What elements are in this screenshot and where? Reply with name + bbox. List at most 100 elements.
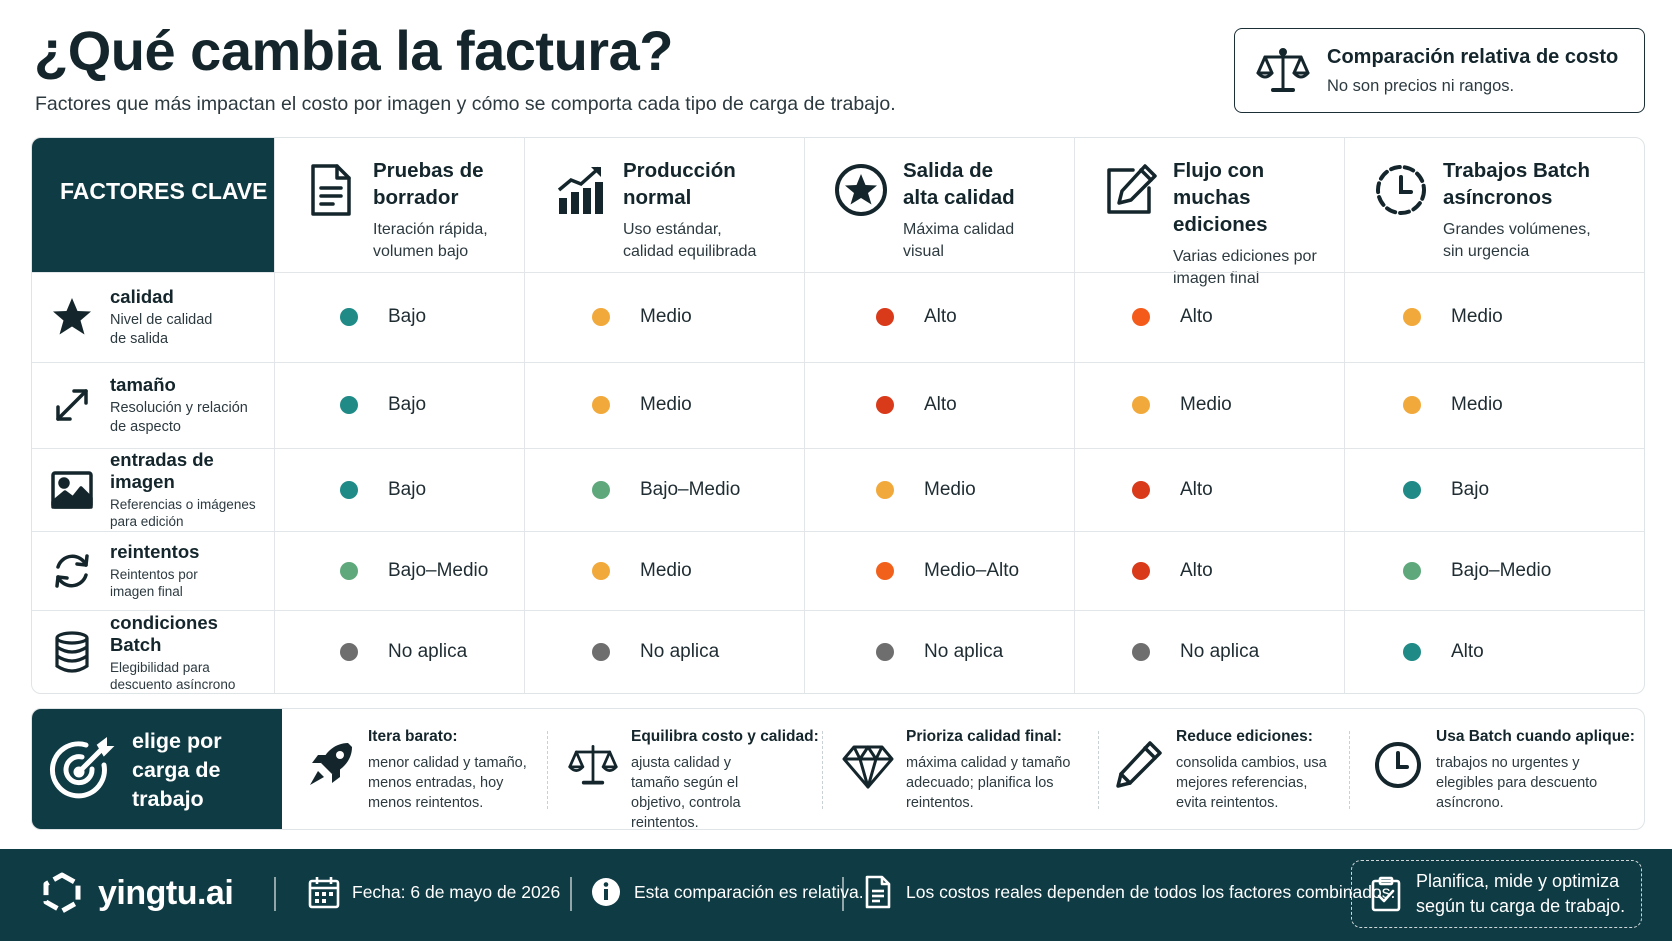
recommendations-label: elige por carga de trabajo <box>132 728 222 811</box>
tip-divider <box>1349 731 1350 809</box>
rating-cell: Medio <box>592 362 692 448</box>
tip-desc: ajusta calidad y tamaño según el objetiv… <box>631 755 741 830</box>
rating-cell: Medio <box>592 272 692 362</box>
column-header-draft: Pruebas de borrador Iteración rápida, vo… <box>274 138 524 272</box>
tip-divider <box>822 731 823 809</box>
level-dot <box>1132 308 1150 326</box>
row-label-entradas: entradas de imagen Referencias o imágene… <box>32 448 274 531</box>
clipboard-check-icon <box>1371 876 1401 912</box>
level-dot <box>1403 308 1421 326</box>
info-icon <box>592 878 620 906</box>
level-label: Bajo <box>388 394 427 415</box>
rating-cell: Bajo <box>340 362 426 448</box>
cta-box: Planifica, mide y optimiza según tu carg… <box>1351 860 1642 928</box>
level-dot <box>592 308 610 326</box>
column-desc: Iteración rápida, volumen bajo <box>373 221 488 260</box>
tip-divider <box>1098 731 1099 809</box>
row-desc: Reintentos por imagen final <box>110 567 198 599</box>
target-icon <box>50 737 115 799</box>
comparison-note: Comparación relativa de costo No son pre… <box>1234 28 1645 113</box>
page-subtitle: Factores que más impactan el costo por i… <box>35 93 896 115</box>
recommendations-band: elige por carga de trabajo Itera barato:… <box>31 708 1645 830</box>
rating-cell: No aplica <box>1132 610 1260 693</box>
tip-title: Usa Batch cuando aplique: <box>1436 728 1635 745</box>
footer-note: Los costos reales dependen de todos los … <box>862 875 1395 909</box>
rating-cell: Bajo–Medio <box>340 531 488 610</box>
level-label: No aplica <box>1180 641 1260 662</box>
level-dot <box>1132 396 1150 414</box>
brand-logo-icon <box>43 872 81 914</box>
level-dot <box>340 480 358 499</box>
level-label: Alto <box>1180 559 1213 581</box>
level-label: No aplica <box>388 641 468 662</box>
cta-line2: según tu carga de trabajo. <box>1416 896 1626 916</box>
level-dot <box>876 561 894 580</box>
tip-title: Prioriza calidad final: <box>906 728 1062 745</box>
rating-cell: Bajo <box>1403 448 1489 531</box>
row-label-tamano: tamaño Resolución y relación de aspecto <box>32 362 274 448</box>
rating-cell: Alto <box>876 362 957 448</box>
rating-cell: Medio <box>1403 272 1503 362</box>
scale-icon <box>568 745 618 785</box>
level-label: Alto <box>1451 641 1484 662</box>
tip-quality: Prioriza calidad final: máxima calidad y… <box>842 727 1082 813</box>
level-label: Bajo–Medio <box>388 559 489 581</box>
rocket-icon <box>310 743 352 785</box>
column-title: Producción normal <box>623 159 736 209</box>
level-dot <box>592 396 610 414</box>
rating-cell: Bajo <box>340 448 426 531</box>
recommendations-label-box: elige por carga de trabajo <box>32 709 282 829</box>
brand[interactable]: yingtu.ai <box>40 871 234 915</box>
footer-note-text: Los costos reales dependen de todos los … <box>906 881 1396 902</box>
footer-date: Fecha: 6 de mayo de 2026 <box>308 875 560 909</box>
level-dot <box>1132 643 1150 661</box>
rating-cell: No aplica <box>592 610 720 693</box>
row-label-reintentos: reintentos Reintentos por imagen final <box>32 531 274 610</box>
row-desc: Nivel de calidad de salida <box>110 311 213 347</box>
tip-batch: Usa Batch cuando aplique: trabajos no ur… <box>1372 727 1642 813</box>
tip-title: Reduce ediciones: <box>1176 728 1313 745</box>
level-label: Bajo <box>388 478 427 500</box>
level-label: Medio <box>924 478 976 500</box>
row-desc: Referencias o imágenes para edición <box>110 497 256 529</box>
comparison-subtitle: No son precios ni rangos. <box>1327 76 1515 95</box>
image-icon <box>51 470 93 509</box>
level-label: Medio <box>1451 306 1503 327</box>
rating-cell: No aplica <box>340 610 468 693</box>
column-desc: Máxima calidad visual <box>903 221 1015 260</box>
tip-desc: consolida cambios, usa mejores referenci… <box>1176 755 1327 811</box>
factors-header: FACTORES CLAVE <box>32 138 274 272</box>
document-icon <box>865 875 891 909</box>
level-label: Alto <box>1180 478 1213 500</box>
level-label: Bajo <box>1451 478 1490 500</box>
level-label: No aplica <box>924 641 1004 662</box>
level-dot <box>340 396 358 414</box>
document-icon <box>311 164 351 216</box>
diamond-icon <box>842 745 894 789</box>
level-dot <box>592 643 610 661</box>
footer: yingtu.ai Fecha: 6 de mayo de 2026 Esta … <box>0 849 1672 941</box>
bar-chart-icon <box>557 166 603 214</box>
tip-desc: menor calidad y tamaño, menos entradas, … <box>368 755 527 811</box>
level-label: Alto <box>924 394 957 415</box>
level-label: Medio <box>640 559 692 581</box>
tip-desc: trabajos no urgentes y elegibles para de… <box>1436 755 1598 811</box>
column-title: Trabajos Batch asíncronos <box>1443 159 1590 209</box>
level-label: No aplica <box>640 641 720 662</box>
footer-info-text: Esta comparación es relativa. <box>634 881 864 902</box>
clock-icon <box>1376 165 1426 215</box>
level-dot <box>876 643 894 661</box>
rating-cell: Bajo <box>340 272 426 362</box>
row-title: condiciones Batch <box>110 611 218 655</box>
column-header-batch: Trabajos Batch asíncronos Grandes volúme… <box>1344 138 1644 272</box>
level-label: Medio <box>1451 394 1503 415</box>
row-label-calidad: calidad Nivel de calidad de salida <box>32 272 274 362</box>
row-desc: Resolución y relación de aspecto <box>110 399 248 435</box>
level-dot <box>592 480 610 499</box>
level-dot <box>1403 643 1421 661</box>
column-header-edits: Flujo con muchas ediciones Varias edicio… <box>1074 138 1344 287</box>
level-dot <box>340 561 358 580</box>
level-label: Medio <box>640 394 692 415</box>
page-title: ¿Qué cambia la factura? <box>34 19 673 82</box>
row-label-batch: condiciones Batch Elegibilidad para desc… <box>32 610 274 693</box>
